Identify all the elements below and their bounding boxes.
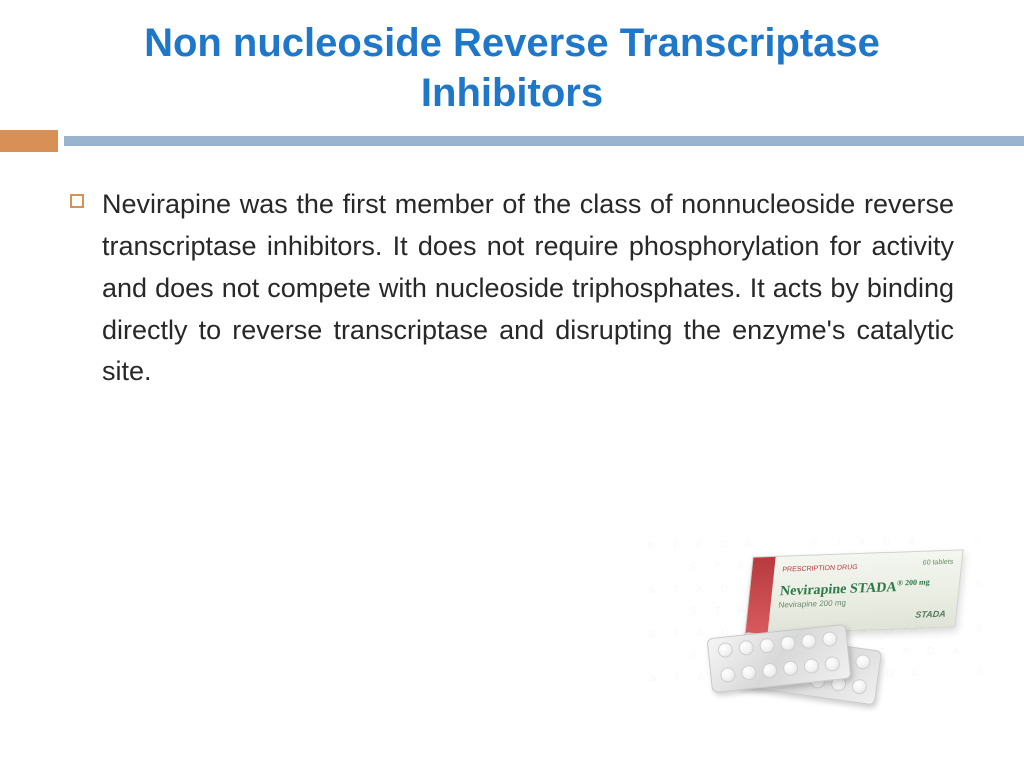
blister-packs xyxy=(709,631,889,701)
rx-label: PRESCRIPTION DRUG xyxy=(782,564,858,574)
brand-suffix: ® 200 mg xyxy=(897,577,931,587)
pill-icon xyxy=(822,631,838,647)
pill-icon xyxy=(759,637,775,653)
company-logo: STADA xyxy=(915,609,947,620)
brand-text: Nevirapine STADA xyxy=(779,580,897,599)
pill-icon xyxy=(780,635,796,651)
pill-icon xyxy=(851,678,868,695)
content-area: Nevirapine was the first member of the c… xyxy=(0,152,1024,393)
pill-icon xyxy=(717,642,733,658)
title-divider xyxy=(0,130,1024,152)
pill-icon xyxy=(741,664,757,680)
pill-icon xyxy=(854,653,871,670)
brand-name: Nevirapine STADA® 200 mg xyxy=(779,577,930,600)
pill-icon xyxy=(782,660,798,676)
product-image: STADA STADA STADA STADA STADA STADA STAD… xyxy=(669,553,969,723)
pill-icon xyxy=(761,662,777,678)
pill-icon xyxy=(803,658,819,674)
bullet-item: Nevirapine was the first member of the c… xyxy=(70,184,954,393)
pill-icon xyxy=(824,656,840,672)
tablet-count: 60 tablets xyxy=(922,559,953,567)
pill-icon xyxy=(801,633,817,649)
medicine-box: PRESCRIPTION DRUG Nevirapine STADA® 200 … xyxy=(744,549,963,634)
bullet-marker-icon xyxy=(70,194,84,208)
sub-line: Nevirapine 200 mg xyxy=(778,598,846,609)
slide-title: Non nucleoside Reverse Transcriptase Inh… xyxy=(0,0,1024,130)
divider-bar xyxy=(64,136,1024,146)
pill-icon xyxy=(720,667,736,683)
divider-accent-box xyxy=(0,130,58,152)
bullet-text: Nevirapine was the first member of the c… xyxy=(102,184,954,393)
pill-icon xyxy=(738,640,754,656)
